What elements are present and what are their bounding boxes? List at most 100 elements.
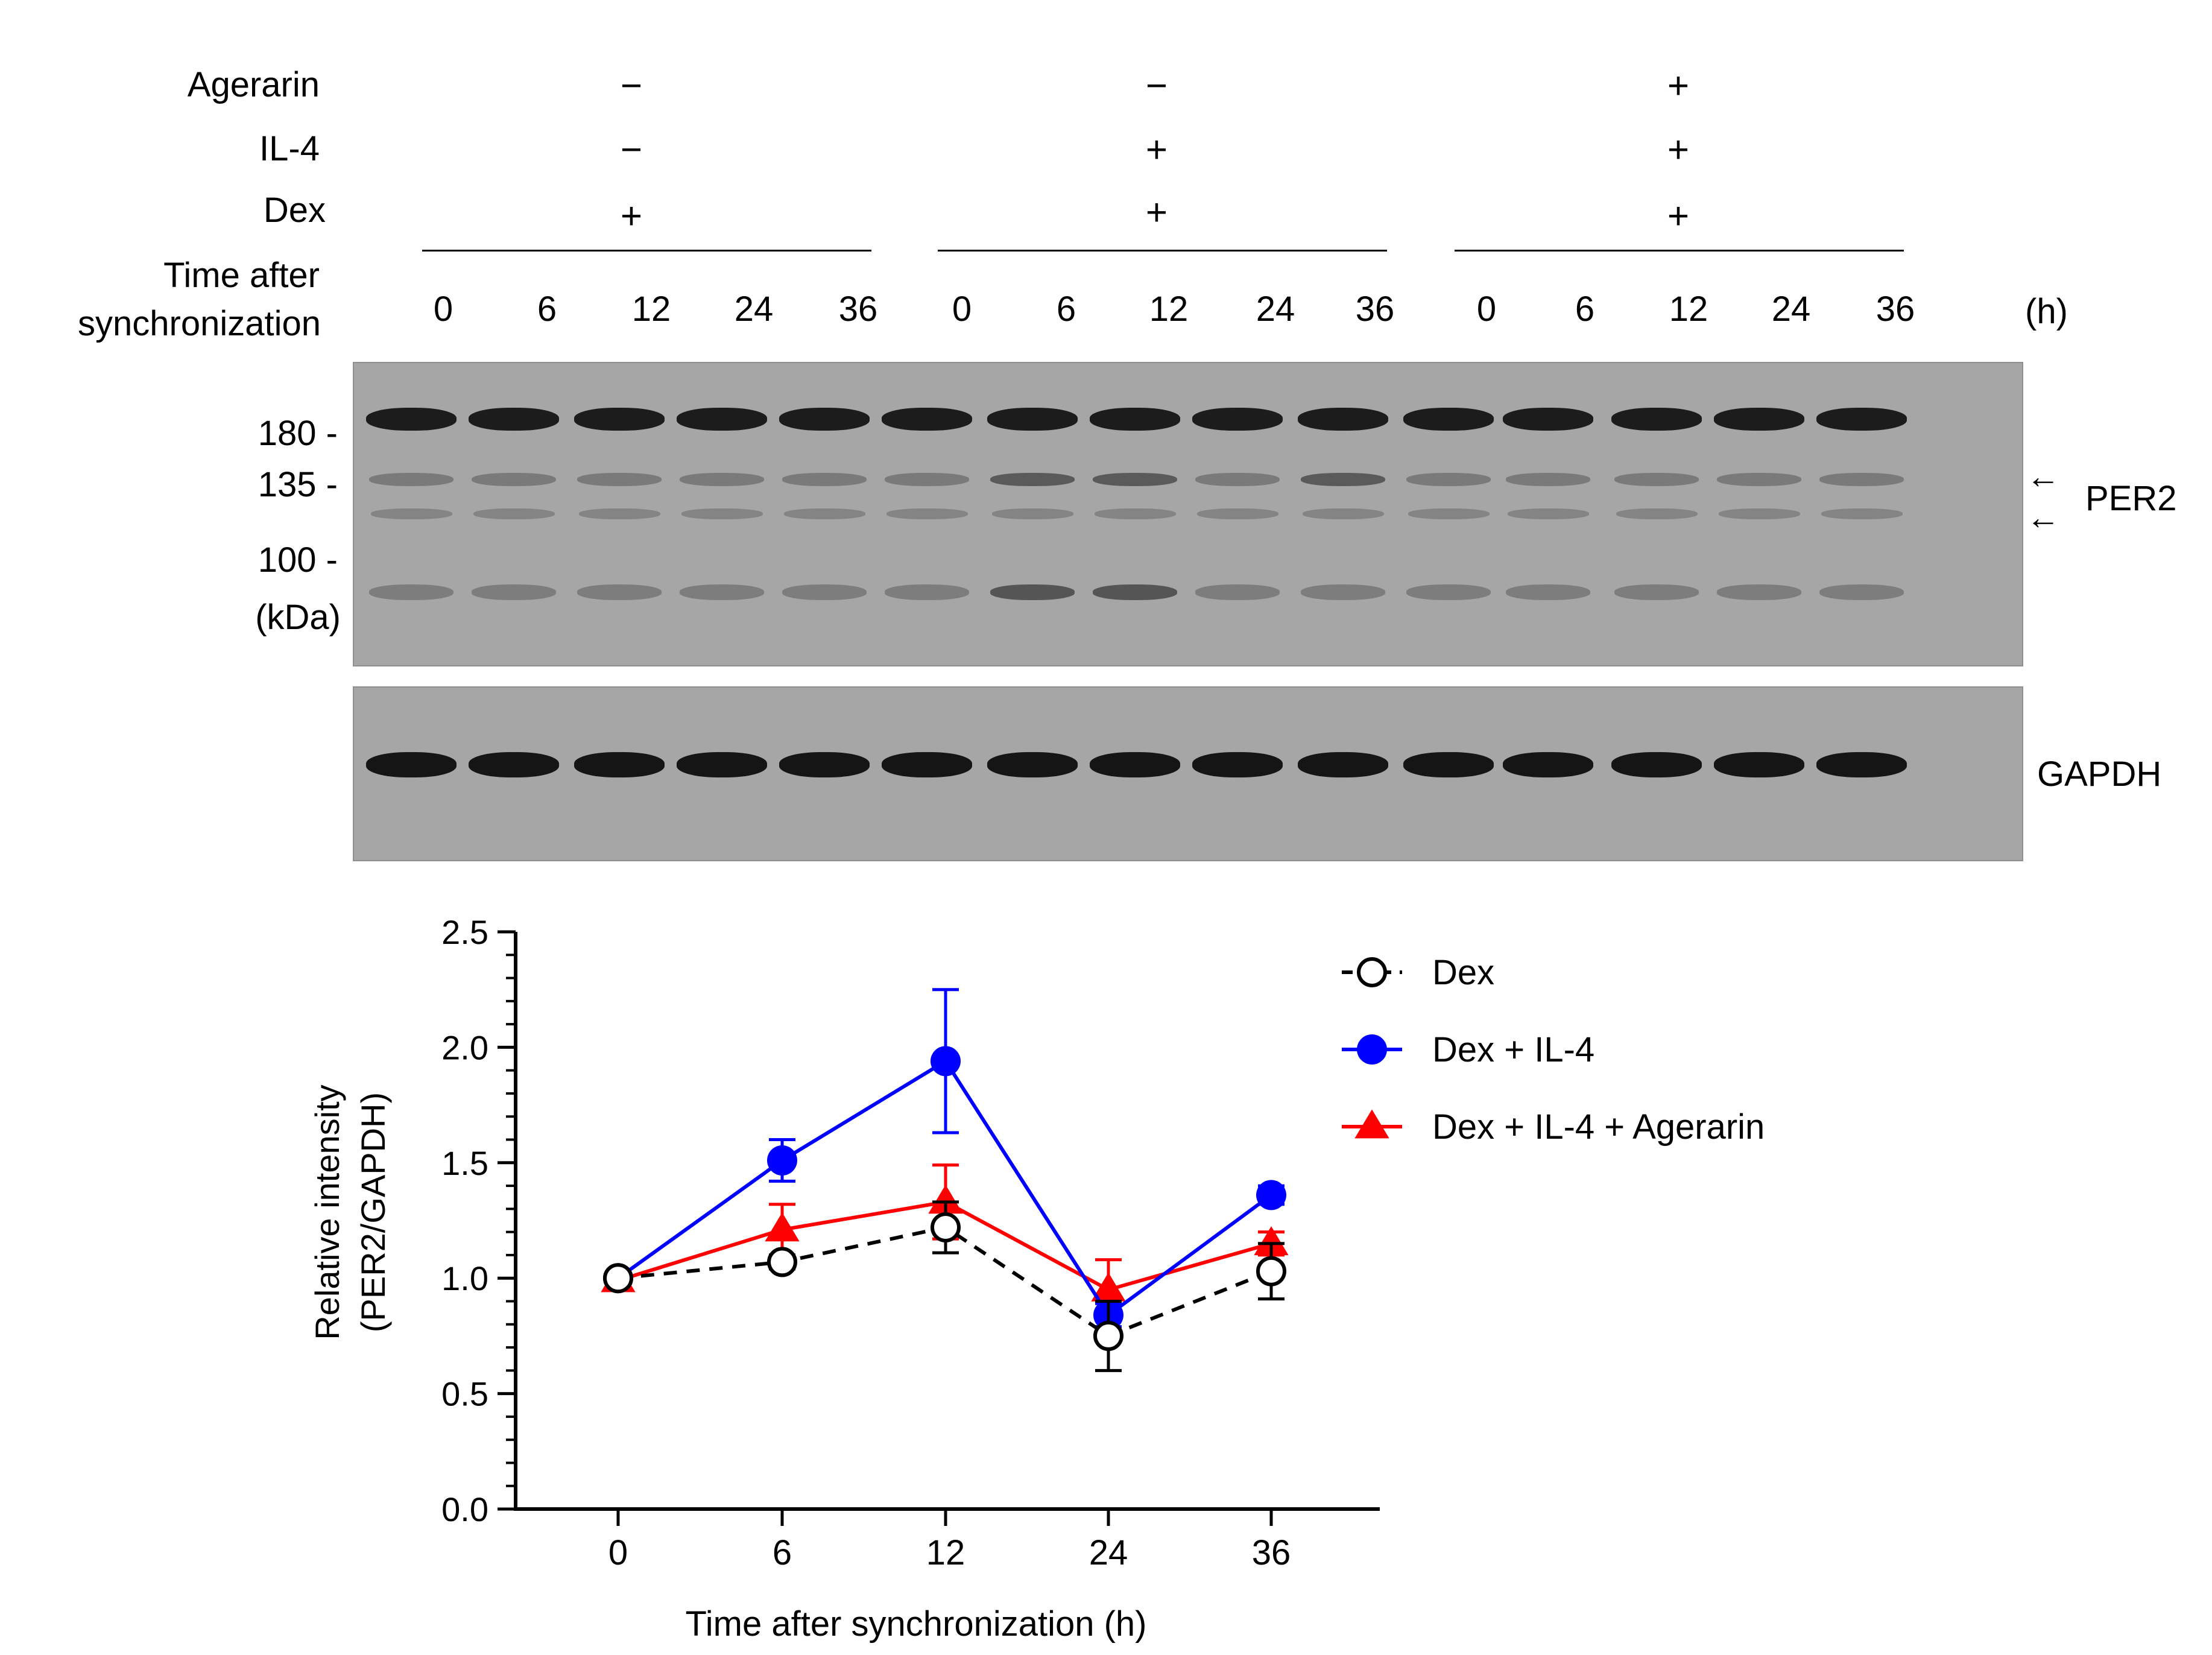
gapdh-blot-band — [366, 752, 457, 777]
legend-marker — [1354, 1109, 1389, 1139]
per2-blot-band — [1301, 584, 1385, 600]
lane-time-label: 12 — [631, 290, 671, 329]
per2-blot-band — [885, 584, 969, 600]
agerarin-sign: − — [620, 65, 643, 107]
data-point — [603, 1263, 633, 1294]
per2-blot-band — [1301, 473, 1385, 486]
lane-time-label: 36 — [838, 290, 878, 329]
per2-blot-band — [886, 508, 968, 519]
per2-blot-band — [991, 508, 1073, 519]
lane-time-label: 0 — [952, 290, 972, 329]
gapdh-blot-band — [1090, 752, 1180, 777]
per2-blot-band — [1816, 408, 1907, 431]
il4-sign: + — [1145, 129, 1168, 171]
per2-blot-band — [1614, 584, 1699, 600]
per2-blot-band — [1714, 408, 1804, 431]
data-point — [1093, 1320, 1123, 1351]
per2-blot-band — [577, 473, 662, 486]
per2-blot-band — [1093, 584, 1177, 600]
data-point — [928, 1185, 963, 1214]
gapdh-blot-image — [353, 686, 2023, 861]
data-point — [1091, 1272, 1126, 1302]
per2-blot-band — [680, 473, 764, 486]
agerarin-row-label: Agerarin — [187, 65, 320, 104]
agerarin-sign: + — [1667, 65, 1690, 107]
per2-arrow-lower: ← — [2026, 498, 2060, 536]
data-point — [931, 1046, 961, 1077]
per2-label: PER2 — [2085, 479, 2177, 518]
per2-blot-band — [779, 408, 870, 431]
group-divider — [1455, 250, 1904, 252]
per2-blot-band — [1819, 584, 1904, 600]
per2-blot-band — [472, 584, 556, 600]
per2-blot-band — [782, 584, 867, 600]
gapdh-blot-band — [1403, 752, 1494, 777]
mw-marker-100: 100 - — [258, 540, 338, 580]
lane-time-label: 6 — [1575, 290, 1595, 329]
gapdh-label: GAPDH — [2037, 755, 2162, 794]
data-point — [931, 1212, 961, 1242]
y-axis-label-line2: (PER2/GAPDH) — [354, 1092, 392, 1332]
il4-sign: + — [1667, 129, 1690, 171]
dex-sign: + — [1145, 192, 1168, 233]
per2-blot-band — [1406, 473, 1491, 486]
per2-blot-band — [574, 408, 665, 431]
per2-blot-band — [1298, 408, 1388, 431]
per2-blot-band — [1616, 508, 1698, 519]
lane-time-label: 6 — [537, 290, 557, 329]
data-point — [1256, 1180, 1286, 1210]
gapdh-blot-band — [1192, 752, 1283, 777]
gapdh-blot-band — [574, 752, 665, 777]
per2-blot-band — [1196, 508, 1278, 519]
per2-blot-band — [1406, 584, 1491, 600]
il4-row-label: IL-4 — [259, 129, 320, 168]
per2-blot-band — [1094, 508, 1176, 519]
per2-blot-band — [1093, 473, 1177, 486]
y-axis-label-line1: Relative intensity — [308, 1084, 346, 1340]
x-axis-label: Time after synchronization (h) — [685, 1604, 1146, 1644]
mw-marker-180: 180 - — [258, 414, 338, 453]
per2-blot-band — [680, 584, 764, 600]
x-tick-label: 24 — [1089, 1533, 1128, 1572]
gapdh-blot-band — [1611, 752, 1702, 777]
per2-blot-band — [369, 473, 453, 486]
per2-blot-band — [987, 408, 1078, 431]
x-tick-label: 6 — [773, 1533, 792, 1572]
per2-blot-band — [885, 473, 969, 486]
per2-blot-band — [882, 408, 972, 431]
per2-blot-band — [473, 508, 555, 519]
per2-blot-band — [1718, 508, 1800, 519]
agerarin-sign: − — [1145, 65, 1168, 107]
data-point — [1254, 1226, 1289, 1256]
per2-blot-band — [681, 508, 763, 519]
legend-label: Dex + IL-4 — [1432, 1030, 1594, 1069]
dex-row-label: Dex — [263, 191, 326, 230]
per2-arrow-upper: ← — [2026, 457, 2060, 495]
per2-blot-band — [1090, 408, 1180, 431]
x-tick-label: 12 — [926, 1533, 965, 1572]
per2-blot-band — [1408, 508, 1490, 519]
il4-sign: − — [620, 129, 643, 171]
dex-sign: + — [620, 195, 643, 237]
time-unit-label: (h) — [2025, 292, 2068, 331]
per2-blot-band — [1192, 408, 1283, 431]
gapdh-blot-band — [1714, 752, 1804, 777]
lane-time-label: 36 — [1355, 290, 1395, 329]
per2-blot-band — [782, 473, 867, 486]
data-point — [765, 1212, 800, 1242]
time-label-line2: synchronization — [78, 304, 321, 343]
lane-time-label: 12 — [1669, 290, 1708, 329]
y-tick-label: 1.0 — [441, 1259, 488, 1297]
per2-blot-band — [1611, 408, 1702, 431]
y-tick-label: 2.0 — [441, 1028, 488, 1066]
per2-blot-band — [1819, 473, 1904, 486]
per2-blot-band — [1507, 508, 1589, 519]
lane-time-label: 6 — [1056, 290, 1076, 329]
gapdh-blot-band — [987, 752, 1078, 777]
lane-time-label: 24 — [1771, 290, 1811, 329]
legend-marker — [1357, 1034, 1387, 1065]
kda-unit-label: (kDa) — [255, 598, 341, 637]
gapdh-blot-band — [1816, 752, 1907, 777]
per2-blot-band — [366, 408, 457, 431]
per2-blot-band — [1195, 584, 1280, 600]
